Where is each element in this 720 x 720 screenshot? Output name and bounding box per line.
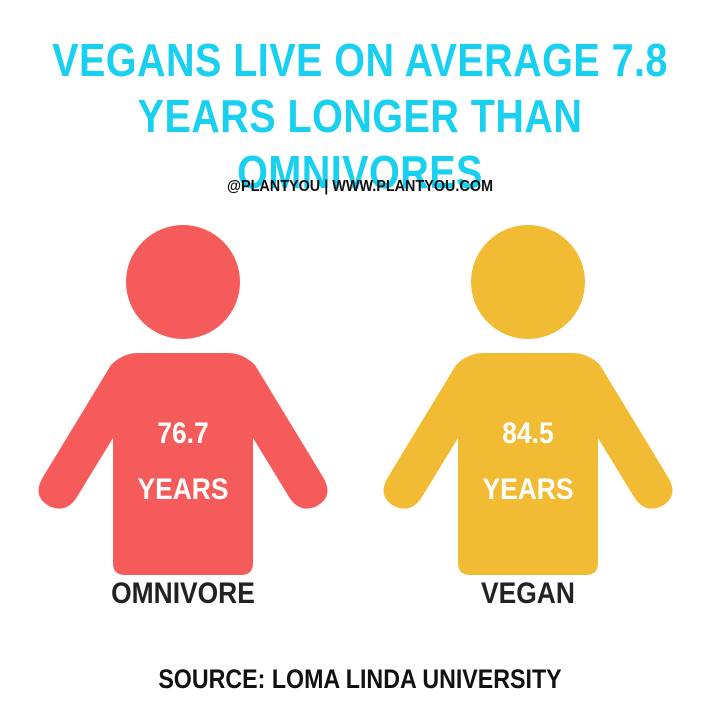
headline-line-1: VEGANS LIVE ON AVERAGE 7.8 bbox=[52, 34, 668, 86]
person-head bbox=[471, 225, 585, 339]
credit-line: @PLANTYOU | WWW.PLANTYOU.COM bbox=[226, 178, 494, 195]
headline-line-2: YEARS LONGER THAN OMNIVORES bbox=[137, 90, 583, 198]
omnivore-figure: 76.7 YEARS OMNIVORE bbox=[33, 225, 333, 610]
person-head bbox=[126, 225, 240, 339]
omnivore-label: OMNIVORE bbox=[111, 577, 255, 610]
person-body bbox=[383, 353, 673, 575]
vegan-label: VEGAN bbox=[481, 577, 575, 610]
person-icon bbox=[383, 225, 673, 575]
vegan-figure: 84.5 YEARS VEGAN bbox=[378, 225, 678, 610]
omnivore-years-value: 76.7 bbox=[157, 417, 209, 450]
headline: VEGANS LIVE ON AVERAGE 7.8 YEARS LONGER … bbox=[50, 32, 669, 200]
person-icon bbox=[38, 225, 328, 575]
vegan-years-value: 84.5 bbox=[502, 417, 554, 450]
omnivore-years-unit: YEARS bbox=[137, 473, 229, 506]
source-line: SOURCE: LOMA LINDA UNIVERSITY bbox=[158, 664, 562, 694]
vegan-years-unit: YEARS bbox=[482, 473, 574, 506]
person-body bbox=[38, 353, 328, 575]
